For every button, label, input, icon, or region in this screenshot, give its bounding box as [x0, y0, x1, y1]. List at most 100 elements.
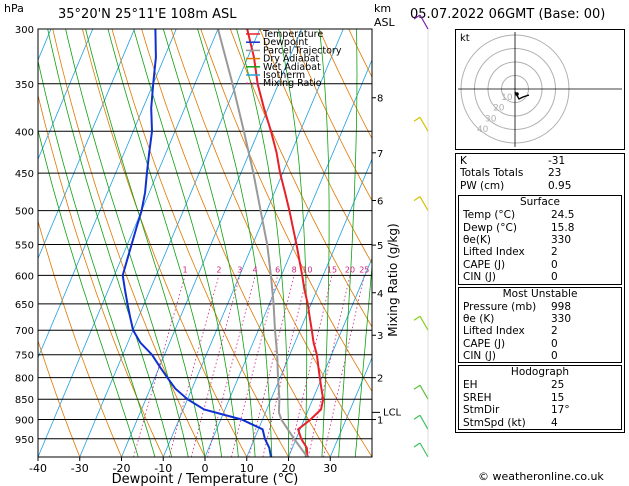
- pressure-tick-label: 600: [15, 271, 34, 282]
- mu-row: θe (K) 330: [459, 313, 621, 325]
- pressure-tick-label: 750: [15, 351, 34, 362]
- hodo-row: SREH 15: [459, 392, 621, 404]
- mixing-ratio-label: 15: [327, 265, 337, 274]
- indices-table: K -31 Totals Totals 23 PW (cm) 0.95 Surface T…: [455, 153, 625, 434]
- surface-value: 24.5: [551, 209, 575, 222]
- km-tick-label: 5: [377, 241, 383, 252]
- km-tick-label: 7: [377, 149, 383, 160]
- general-value: 23: [548, 167, 562, 180]
- wind-barb: [413, 14, 429, 30]
- x-tick-label: -30: [71, 462, 89, 475]
- mu-key: CIN (J): [463, 350, 496, 363]
- copyright-notice: © weatheronline.co.uk: [478, 470, 604, 483]
- mu-value: 0: [551, 350, 558, 363]
- mixing-ratio-label: 2: [216, 265, 221, 274]
- series-line-dewpoint: [121, 29, 272, 457]
- x-tick-label: -10: [154, 462, 172, 475]
- surface-key: Dewp (°C): [463, 221, 517, 234]
- general-row: Totals Totals 23: [456, 167, 624, 179]
- wind-barb: [413, 442, 429, 458]
- mu-key: Pressure (mb): [463, 300, 537, 313]
- mixing-ratio-line: [207, 275, 256, 457]
- hodo-key: SREH: [463, 391, 492, 404]
- wind-barb: [413, 196, 429, 211]
- mixing-ratio-label: 10: [302, 265, 312, 274]
- general-value: 0.95: [548, 179, 572, 192]
- km-tick-label: 3: [377, 331, 383, 342]
- surface-value: 15.8: [551, 221, 575, 234]
- pressure-tick-label: 900: [15, 416, 34, 427]
- x-tick-label: -20: [113, 462, 131, 475]
- pressure-tick-label: 300: [15, 25, 34, 36]
- km-tick-label: 4: [377, 289, 383, 300]
- surface-value: 330: [551, 233, 572, 246]
- mu-row: CIN (J) 0: [459, 350, 621, 362]
- surface-row: CIN (J) 0: [459, 271, 621, 283]
- x-axis-title: Dewpoint / Temperature (°C): [112, 472, 299, 486]
- surface-key: CIN (J): [463, 271, 496, 284]
- hodograph-ring-label: 30: [485, 114, 497, 124]
- general-key: Totals Totals: [460, 167, 524, 180]
- legend-label: Temperature: [262, 29, 323, 40]
- lcl-label: LCL: [383, 407, 402, 418]
- y2-axis-title: Mixing Ratio (g/kg): [386, 223, 400, 336]
- surface-key: CAPE (J): [463, 258, 506, 271]
- hodo-value: 4: [551, 416, 558, 429]
- station-location: 35°20'N 25°11'E 108m ASL: [58, 7, 237, 22]
- surface-value: 2: [551, 246, 558, 259]
- x-tick-label: 10: [240, 462, 254, 475]
- km-tick-label: 6: [377, 196, 383, 207]
- hodo-row: EH 25: [459, 379, 621, 391]
- isotherm-line: [79, 29, 261, 457]
- surface-row: Lifted Index 2: [459, 246, 621, 258]
- pressure-tick-label: 500: [15, 207, 34, 218]
- mu-row: Lifted Index 2: [459, 325, 621, 337]
- isotherm-line: [246, 158, 372, 457]
- legend-label: Dewpoint: [263, 37, 308, 48]
- mixing-ratio-label: 8: [292, 265, 297, 274]
- general-row: PW (cm) 0.95: [456, 180, 624, 192]
- km-unit-label: km: [374, 2, 392, 15]
- mixing-ratio-line: [231, 275, 279, 457]
- dry-adiabat-line: [289, 29, 372, 202]
- hodo-row: StmSpd (kt) 4: [459, 417, 621, 429]
- x-tick-label: 30: [323, 462, 337, 475]
- wind-barb: [413, 414, 429, 430]
- pressure-tick-label: 700: [15, 326, 34, 337]
- surface-row: θe(K) 330: [459, 234, 621, 246]
- wind-barb: [413, 116, 429, 132]
- mixing-ratio-line: [168, 275, 220, 457]
- wind-barb: [413, 384, 429, 400]
- general-row: K -31: [456, 155, 624, 167]
- hodo-key: StmDir: [463, 404, 500, 417]
- mu-key: Lifted Index: [463, 325, 525, 338]
- legend-label: Isotherm: [263, 70, 305, 81]
- most-unstable-section: Most Unstable Pressure (mb) 998 θe (K) 330 L…: [458, 286, 622, 364]
- hodograph-section-title: Hodograph: [510, 366, 570, 379]
- mixing-ratio-line: [262, 275, 308, 457]
- mixing-ratio-label: 1: [183, 265, 188, 274]
- hodo-key: EH: [463, 379, 478, 392]
- mu-key: CAPE (J): [463, 337, 506, 350]
- mu-row: CAPE (J) 0: [459, 338, 621, 350]
- pressure-tick-label: 350: [15, 80, 34, 91]
- hodograph-ring-label: 20: [493, 104, 505, 114]
- legend-label: Wet Adiabat: [263, 62, 321, 73]
- pressure-tick-label: 400: [15, 127, 34, 138]
- most-unstable-section-title: Most Unstable: [502, 287, 578, 300]
- pressure-tick-label: 800: [15, 374, 34, 385]
- legend-label: Mixing Ratio: [263, 78, 322, 89]
- isotherm-line: [38, 29, 177, 359]
- surface-section: Surface Temp (°C) 24.5 Dewp (°C) 15.8 θe(K) 3…: [458, 195, 622, 285]
- mixing-ratio-line: [190, 275, 241, 457]
- mixing-ratio-line: [248, 275, 295, 457]
- hodo-value: 25: [551, 379, 565, 392]
- hodograph-section: Hodograph EH 25 SREH 15 StmDir 17° StmSpd (kt)…: [458, 365, 622, 431]
- isotherm-line: [0, 29, 9, 457]
- hodo-row: StmDir 17°: [459, 404, 621, 416]
- general-key: PW (cm): [460, 179, 505, 192]
- legend-label: Dry Adiabat: [263, 54, 320, 65]
- isotherm-line: [329, 356, 372, 457]
- km-tick-label: 1: [377, 416, 383, 427]
